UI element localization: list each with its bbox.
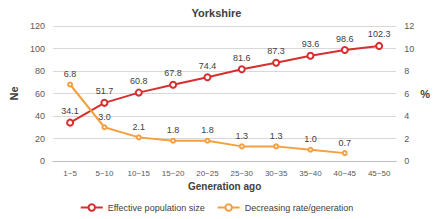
svg-text:Effective population size: Effective population size [108,203,205,213]
svg-text:0: 0 [404,156,409,166]
svg-text:1.8: 1.8 [201,125,214,135]
svg-text:2.1: 2.1 [133,122,146,132]
svg-text:60.8: 60.8 [130,76,148,86]
svg-text:6.8: 6.8 [64,69,77,79]
svg-text:2: 2 [404,134,409,144]
svg-text:67.8: 67.8 [164,68,182,78]
svg-text:51.7: 51.7 [96,86,114,96]
svg-text:5~10: 5~10 [95,169,114,178]
svg-text:81.6: 81.6 [233,53,251,63]
svg-text:1.3: 1.3 [236,131,249,141]
svg-text:40~45: 40~45 [334,169,357,178]
svg-text:120: 120 [30,21,45,31]
svg-text:1.8: 1.8 [167,125,180,135]
svg-text:25~30: 25~30 [231,169,254,178]
svg-text:%: % [420,88,430,100]
svg-text:Generation ago: Generation ago [188,181,261,192]
svg-text:74.4: 74.4 [199,61,217,71]
svg-text:1.3: 1.3 [270,131,283,141]
svg-text:20~25: 20~25 [196,169,219,178]
svg-text:3.0: 3.0 [98,112,111,122]
svg-text:45~50: 45~50 [368,169,391,178]
svg-text:12: 12 [404,21,414,31]
svg-text:0.7: 0.7 [339,138,352,148]
svg-text:8: 8 [404,66,409,76]
svg-text:10~15: 10~15 [128,169,151,178]
svg-text:87.3: 87.3 [267,46,285,56]
svg-text:1.0: 1.0 [304,134,317,144]
svg-text:0: 0 [40,156,45,166]
svg-text:1~5: 1~5 [63,169,77,178]
svg-text:100: 100 [30,44,45,54]
svg-text:30~35: 30~35 [265,169,288,178]
svg-text:Ne: Ne [8,86,20,100]
svg-text:34.1: 34.1 [61,106,79,116]
svg-text:80: 80 [35,66,45,76]
svg-text:40: 40 [35,111,45,121]
svg-text:93.6: 93.6 [302,39,320,49]
svg-text:102.3: 102.3 [368,29,391,39]
svg-text:20: 20 [35,134,45,144]
svg-text:10: 10 [404,44,414,54]
svg-text:35~40: 35~40 [299,169,322,178]
svg-text:Decreasing rate/generation: Decreasing rate/generation [245,203,354,213]
svg-text:60: 60 [35,89,45,99]
svg-text:4: 4 [404,111,409,121]
svg-text:Yorkshire: Yorkshire [192,7,242,19]
svg-text:98.6: 98.6 [336,34,354,44]
svg-text:15~20: 15~20 [162,169,185,178]
svg-text:6: 6 [404,89,409,99]
